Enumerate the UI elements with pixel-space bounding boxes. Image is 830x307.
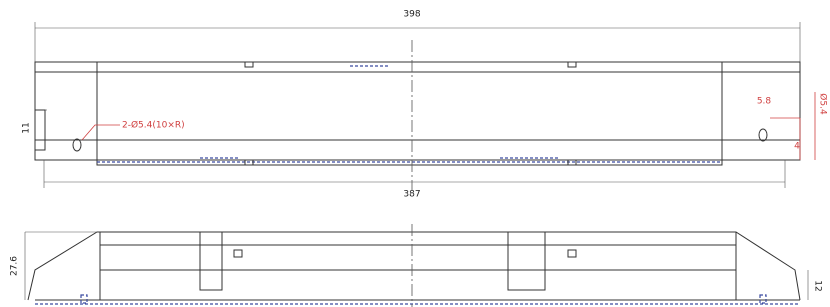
dim-text: 398 — [403, 10, 420, 20]
hole-note: 2-Ø5.4(10×R) — [122, 120, 185, 131]
dim-text: 5.8 — [757, 97, 772, 107]
dim-text: 27.6 — [10, 256, 20, 276]
dim-text: 387 — [403, 190, 420, 200]
top-view — [35, 22, 815, 190]
drawing: 398 387 11 2-Ø5.4(10×R) 5.8 4 Ø5.4 27.6 … — [0, 0, 830, 307]
dim-text: 11 — [22, 122, 32, 133]
dim-text: 4 — [794, 142, 800, 152]
dim-text: Ø5.4 — [818, 93, 829, 115]
side-view — [25, 224, 808, 307]
dim-text: 12 — [813, 280, 823, 291]
